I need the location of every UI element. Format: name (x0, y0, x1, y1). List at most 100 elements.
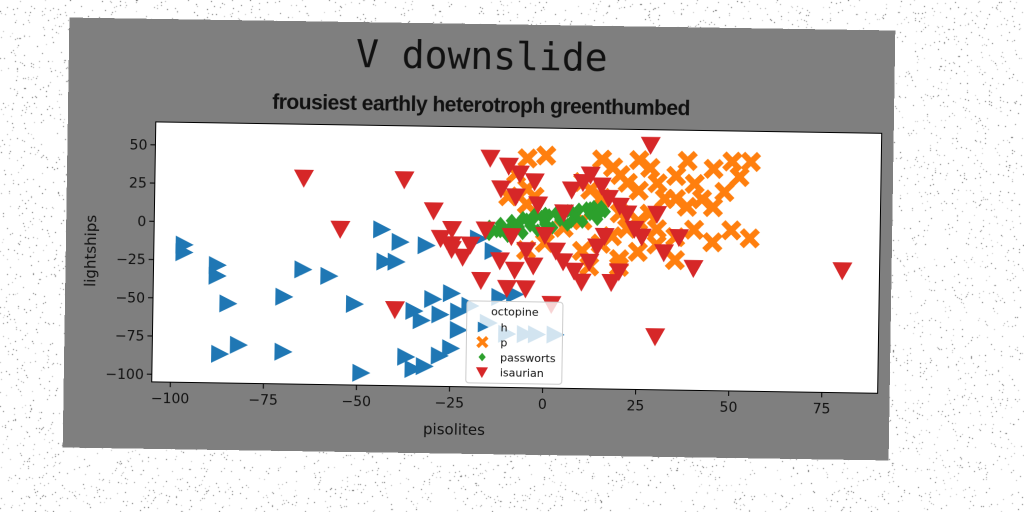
scatter-plot: −100 −75 −50 −25 0 25 50 7550250−25−50−75−100pi… (81, 121, 883, 439)
data-point (404, 360, 423, 379)
legend-box (465, 300, 564, 385)
data-point (516, 241, 537, 261)
x-tick-label: 25 (626, 398, 644, 414)
data-point (494, 216, 507, 231)
data-point (452, 248, 473, 267)
data-point (722, 151, 743, 172)
data-point (591, 209, 604, 224)
data-point (345, 294, 365, 313)
data-point (646, 218, 668, 240)
data-point (211, 344, 230, 363)
data-point (702, 196, 724, 218)
data-point (536, 145, 557, 166)
y-axis-label: lightships (81, 215, 100, 288)
data-point (683, 219, 705, 241)
data-point (617, 205, 638, 224)
data-point (501, 227, 522, 247)
data-point (486, 222, 499, 237)
y-tick-label: −100 (105, 367, 144, 384)
data-point (441, 240, 462, 259)
data-point (535, 226, 556, 246)
data-point (579, 253, 600, 272)
data-point (415, 357, 434, 376)
data-point (330, 220, 351, 239)
x-axis-label: pisolites (423, 420, 485, 439)
data-point (528, 196, 549, 215)
data-point (609, 263, 630, 282)
data-point (832, 262, 853, 281)
x-tick-label: 50 (719, 400, 737, 416)
data-point (510, 165, 531, 184)
x-tick-label: −75 (248, 392, 278, 408)
data-point (553, 253, 574, 272)
legend-label: isaurian (500, 366, 544, 380)
data-point (564, 262, 585, 281)
data-point (587, 238, 608, 257)
data-point (669, 229, 690, 248)
chart-card: V downslide frousiest earthly heterotrop… (62, 17, 896, 461)
data-point (524, 173, 545, 192)
y-tick-label: 25 (129, 176, 147, 192)
data-point (442, 220, 463, 240)
data-point (665, 188, 687, 210)
x-tick-label: −50 (341, 394, 371, 410)
y-tick-label: 0 (137, 214, 146, 230)
data-point (702, 232, 723, 253)
data-point (475, 221, 496, 240)
y-tick-label: −25 (116, 252, 146, 268)
data-point (554, 204, 575, 223)
data-point (645, 328, 666, 347)
data-point (505, 188, 526, 207)
legend-marker (475, 367, 488, 379)
data-point (441, 339, 461, 358)
legend-marker (477, 321, 489, 333)
data-point (373, 220, 392, 239)
data-point (591, 177, 612, 196)
data-point (352, 363, 371, 382)
data-point (431, 305, 450, 324)
data-point (320, 266, 339, 285)
data-point (450, 302, 469, 321)
data-point (293, 169, 314, 188)
data-point (654, 244, 675, 263)
data-point (584, 207, 596, 222)
data-point (729, 166, 750, 188)
data-point (497, 279, 518, 299)
data-point (471, 271, 492, 290)
data-point (601, 273, 622, 293)
data-point (294, 260, 313, 279)
y-tick-label: −50 (115, 290, 145, 306)
data-point (627, 241, 649, 263)
data-point (490, 252, 511, 271)
data-point (546, 242, 567, 261)
legend-marker (476, 335, 489, 349)
data-point (442, 284, 461, 303)
data-point (505, 213, 518, 228)
series-isaurian (293, 136, 853, 347)
data-point (640, 136, 661, 155)
data-point (664, 249, 686, 271)
y-tick-label: 50 (129, 137, 147, 153)
data-point (576, 214, 589, 229)
x-tick-label: −100 (151, 391, 190, 408)
data-point (631, 228, 652, 247)
data-point (460, 236, 481, 255)
data-point (394, 171, 415, 190)
data-point (515, 280, 536, 299)
data-point (677, 150, 698, 172)
data-point (516, 226, 529, 241)
data-point (703, 158, 724, 180)
data-point (405, 301, 424, 320)
data-point (229, 335, 248, 354)
data-point (387, 252, 406, 271)
data-point (385, 301, 406, 320)
data-point (391, 232, 410, 251)
data-point (274, 342, 293, 361)
data-point (594, 227, 615, 247)
data-point (480, 149, 501, 168)
data-point (524, 218, 537, 233)
data-point (449, 320, 468, 339)
data-point (523, 257, 544, 276)
legend-title: octopine (491, 305, 539, 319)
